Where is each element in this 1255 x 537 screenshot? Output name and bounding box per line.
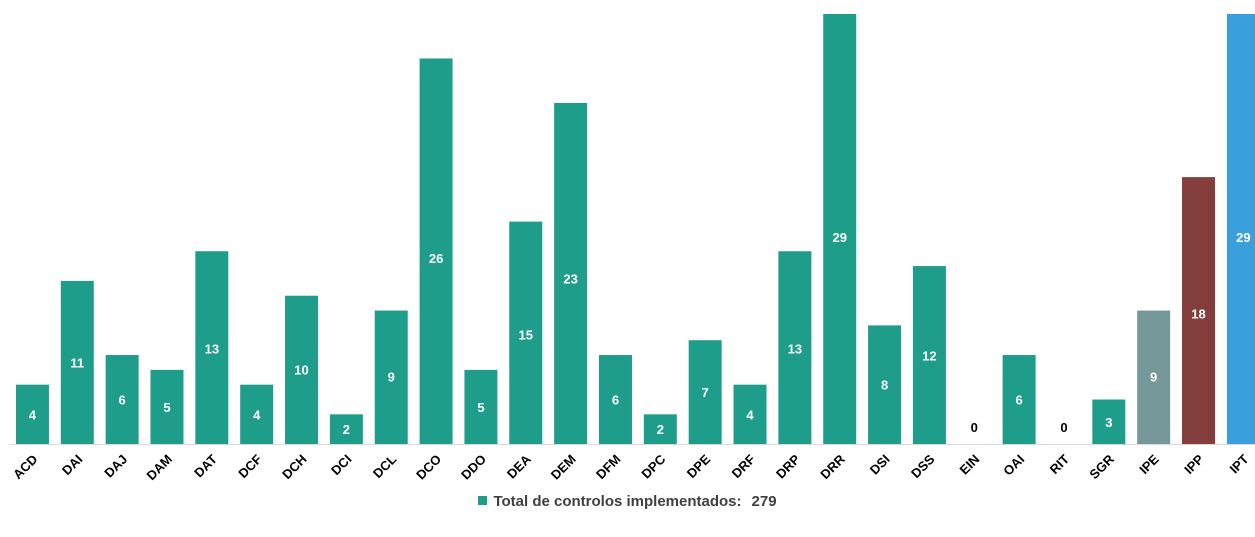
bar-dpe [688, 340, 722, 444]
data-label-dpe: 7 [702, 385, 709, 400]
bar-dco [419, 58, 453, 444]
x-tick-dch: DCH [279, 452, 310, 483]
bar-dam [150, 369, 184, 444]
data-label-daj: 6 [119, 393, 126, 408]
x-tick-dci: DCI [328, 452, 354, 478]
x-tick-rit: RIT [1047, 451, 1072, 476]
x-tick-ipe: IPE [1136, 451, 1162, 477]
x-tick-ein: EIN [956, 452, 982, 478]
data-label-dco: 26 [429, 251, 443, 266]
bar-dch [285, 295, 319, 444]
data-label-drr: 29 [832, 230, 846, 245]
data-label-sgr: 3 [1105, 415, 1112, 430]
data-label-dem: 23 [563, 272, 577, 287]
data-label-drp: 13 [788, 341, 802, 356]
bar-dem [554, 102, 588, 444]
x-tick-dat: DAT [191, 451, 220, 480]
data-label-rit: 0 [1060, 420, 1067, 435]
bar-ipt [1226, 14, 1255, 444]
data-label-oai: 6 [1016, 393, 1023, 408]
bar-ipp [1182, 177, 1216, 444]
data-label-ddo: 5 [477, 400, 484, 415]
bar-daj [105, 355, 139, 444]
bar-drr [823, 14, 857, 444]
data-label-acd: 4 [29, 407, 37, 422]
bar-drp [778, 251, 812, 444]
data-label-dea: 15 [519, 327, 533, 342]
bar-dcl [374, 310, 408, 444]
bar-drf [733, 384, 767, 444]
x-tick-drf: DRF [729, 451, 759, 481]
bar-ddo [464, 369, 498, 444]
bar-dci [329, 414, 363, 444]
data-label-dam: 5 [163, 400, 170, 415]
data-label-ipp: 18 [1191, 307, 1205, 322]
x-tick-daj: DAJ [101, 452, 130, 481]
bar-dss [912, 266, 946, 444]
data-label-dai: 11 [70, 355, 84, 370]
legend-total: 279 [751, 493, 777, 510]
bar-oai [1002, 355, 1036, 444]
data-label-ipt: 29 [1236, 230, 1250, 245]
bar-dea [509, 221, 543, 444]
x-tick-dem: DEM [548, 452, 579, 483]
x-tick-dcl: DCL [370, 451, 400, 481]
bar-dfm [598, 355, 632, 444]
bar-sgr [1092, 399, 1126, 444]
x-tick-drp: DRP [773, 451, 803, 481]
bar-ipe [1137, 310, 1171, 444]
bar-dsi [868, 325, 902, 444]
x-tick-dsi: DSI [867, 452, 893, 478]
x-tick-drr: DRR [817, 451, 848, 482]
x-tick-dea: DEA [504, 451, 534, 481]
data-label-ein: 0 [971, 420, 978, 435]
bar-dcf [240, 384, 274, 444]
x-tick-dss: DSS [908, 451, 938, 481]
x-tick-ddo: DDO [458, 452, 489, 483]
data-label-dsi: 8 [881, 378, 888, 393]
legend-swatch [478, 496, 488, 505]
x-tick-ipp: IPP [1181, 451, 1207, 477]
x-tick-acd: ACD [10, 452, 41, 483]
x-tick-oai: OAI [1000, 452, 1027, 479]
bar-dpc [643, 414, 677, 444]
x-tick-dpe: DPE [684, 451, 714, 481]
data-label-dci: 2 [343, 422, 350, 437]
data-label-dat: 13 [205, 341, 219, 356]
bar-dat [195, 251, 229, 444]
x-tick-dcf: DCF [235, 451, 265, 481]
data-label-dfm: 6 [612, 393, 619, 408]
x-tick-sgr: SGR [1086, 451, 1117, 482]
data-label-dcf: 4 [253, 407, 261, 422]
data-label-dcl: 9 [388, 369, 395, 384]
bar-dai [60, 280, 94, 444]
data-label-dss: 12 [922, 348, 936, 363]
bar-acd [15, 384, 49, 444]
x-tick-dpc: DPC [638, 451, 668, 481]
x-tick-dfm: DFM [593, 452, 624, 483]
data-label-drf: 4 [746, 407, 754, 422]
x-tick-dam: DAM [144, 452, 176, 484]
legend-label: Total de controlos implementados: [493, 493, 742, 510]
data-label-dpc: 2 [657, 422, 664, 437]
data-label-dch: 10 [294, 362, 308, 377]
x-tick-dco: DCO [413, 452, 444, 483]
legend: Total de controlos implementados: 279 [0, 493, 1255, 510]
data-label-ipe: 9 [1150, 369, 1157, 384]
x-tick-ipt: IPT [1227, 451, 1252, 476]
x-tick-dai: DAI [59, 452, 85, 478]
